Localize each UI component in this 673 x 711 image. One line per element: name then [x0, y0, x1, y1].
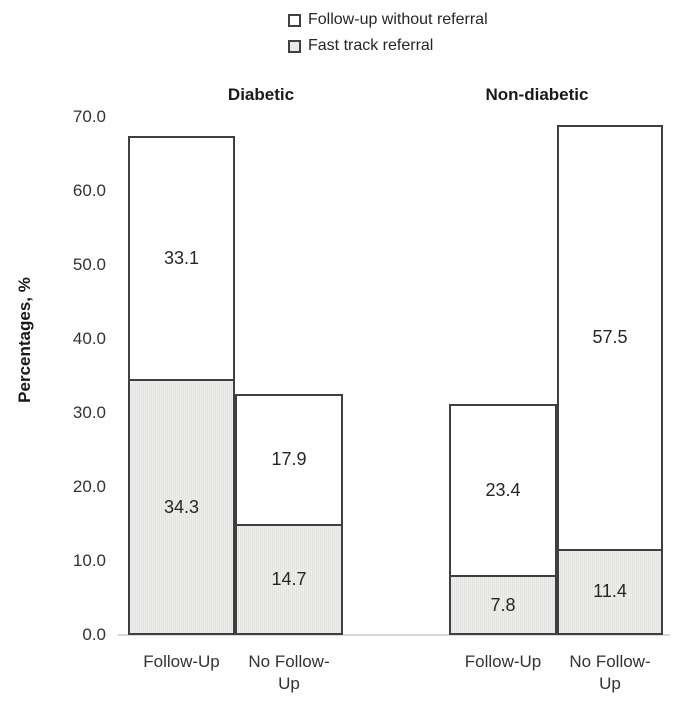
y-tick-label: 70.0 [72, 107, 106, 126]
bar-segment: 23.4 [451, 406, 555, 576]
chart-legend: Follow-up without referral Fast track ref… [288, 7, 488, 59]
bar-value-label: 23.4 [485, 480, 521, 501]
bar-value-label: 14.7 [271, 569, 307, 590]
y-axis-title: Percentages, % [15, 277, 34, 403]
legend-label: Follow-up without referral [308, 11, 488, 28]
y-tick-label: 30.0 [72, 403, 106, 422]
x-category-label: No Follow-Up [569, 652, 651, 694]
bar-value-label: 11.4 [593, 581, 627, 602]
y-tick-label: 60.0 [72, 181, 106, 200]
group-title: Diabetic [227, 85, 295, 104]
y-tick-label: 40.0 [72, 329, 106, 348]
x-category-label: No Follow-Up [248, 652, 330, 694]
stacked-bar: 14.7 17.9 [235, 393, 343, 635]
bar-segment: 14.7 [237, 524, 341, 633]
y-tick-label: 0.0 [82, 625, 106, 644]
bar-value-label: 34.3 [163, 496, 200, 517]
y-tick-label: 50.0 [72, 255, 106, 274]
bar-value-label: 33.1 [163, 248, 200, 269]
bar-segment: 11.4 [559, 548, 661, 633]
bar-segment: 7.8 [451, 575, 555, 633]
legend-swatch-icon [288, 13, 301, 27]
stacked-bar: 34.3 33.1 [128, 136, 235, 635]
bar-value-label: 17.9 [271, 449, 307, 470]
x-axis-baseline [118, 634, 670, 636]
group-title: Non-diabetic [485, 85, 589, 104]
legend-label: Fast track referral [308, 37, 434, 54]
x-category-label: Follow-Up [143, 652, 220, 671]
legend-item: Fast track referral [288, 33, 488, 59]
y-tick-label: 10.0 [72, 551, 106, 570]
y-tick-label: 20.0 [72, 477, 106, 496]
legend-swatch-icon [288, 39, 301, 53]
bar-segment: 17.9 [237, 395, 341, 525]
bar-value-label: 57.5 [592, 327, 628, 348]
stacked-bar: 11.4 57.5 [557, 125, 663, 635]
bar-value-label: 7.8 [490, 594, 516, 615]
bar-segment: 34.3 [130, 379, 233, 633]
legend-item: Follow-up without referral [288, 7, 488, 33]
x-category-label: Follow-Up [464, 652, 542, 671]
bar-segment: 57.5 [559, 127, 661, 549]
stacked-bar: 7.8 23.4 [449, 404, 557, 635]
bar-segment: 33.1 [130, 138, 233, 380]
